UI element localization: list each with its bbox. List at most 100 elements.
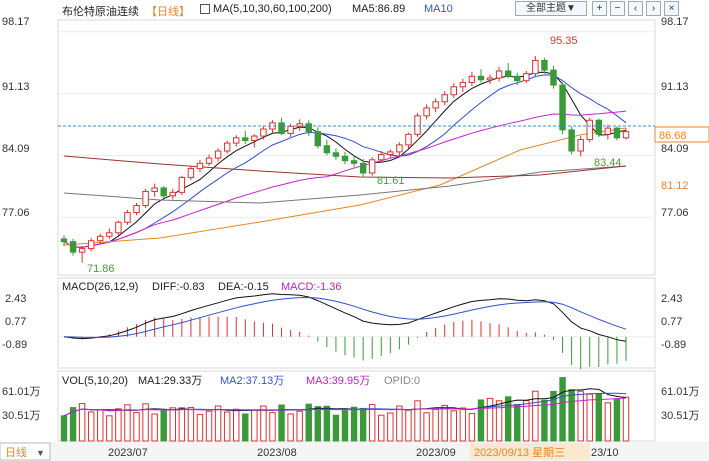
date-label: 2023/07 (108, 447, 148, 459)
volume-bar (305, 403, 312, 442)
candle-body (477, 75, 485, 81)
volume-bar (160, 410, 167, 442)
candle-body (432, 101, 439, 109)
volume-bar (196, 414, 204, 442)
date-label: 23/10 (591, 447, 619, 459)
macd-dea-line (63, 296, 627, 338)
macd-diff-value: DIFF:-0.83 (152, 281, 205, 293)
last-price-tag (654, 126, 709, 143)
period-select-label[interactable]: 日线 (5, 445, 27, 459)
date-label: 2023/08 (257, 447, 297, 459)
candle-body (550, 69, 557, 86)
arrow-left-icon[interactable]: ‹ (628, 1, 643, 16)
volume-bar (604, 402, 612, 442)
volume-bar (69, 407, 77, 442)
candle-body (423, 107, 430, 117)
volume-bar (87, 411, 95, 442)
candle-body (178, 176, 186, 193)
candle-body (160, 187, 167, 197)
volume-bar (613, 398, 621, 442)
candle-body (523, 73, 530, 82)
arrow-right-icon[interactable]: › (646, 1, 661, 16)
ma10-line (63, 74, 627, 248)
candle-body (97, 235, 104, 242)
candle-body (69, 241, 77, 253)
candle-body (532, 59, 539, 75)
volume-bar (60, 415, 68, 442)
volume-bar (341, 410, 349, 442)
macd-tick-right: 0.77 (661, 316, 682, 328)
volume-bar (532, 390, 539, 442)
y-tick-label-right: 98.17 (661, 16, 689, 28)
candle-body (233, 137, 240, 144)
y-tick-label-right: 77.06 (661, 207, 689, 219)
candle-body (142, 190, 149, 207)
volume-bar (151, 413, 158, 442)
candle-body (87, 240, 95, 250)
y-tick-label-left: 77.06 (2, 207, 30, 219)
volume-bar (223, 411, 231, 442)
candle-body (323, 145, 331, 154)
candle-body (568, 129, 575, 152)
volume-bar (468, 412, 476, 442)
candle-body (260, 128, 267, 137)
candle-body (459, 81, 467, 88)
volume-bar (142, 403, 149, 442)
volume-bar (350, 406, 358, 442)
volume-bar (78, 403, 86, 442)
volume-bar (477, 399, 485, 442)
candle-body (450, 86, 457, 96)
volume-bar (387, 412, 394, 442)
y-tick-label-left: 84.09 (2, 143, 30, 155)
candle-body (405, 133, 412, 146)
volume-bar (242, 413, 249, 442)
period-label: 【日线】 (146, 6, 190, 18)
volume-bar (269, 412, 276, 442)
candle-body (115, 221, 122, 234)
macd-tick-left: -0.89 (2, 339, 27, 351)
candle-body (559, 84, 566, 131)
vol-ma2-value: MA2:37.13万 (220, 375, 284, 387)
low-annotation: 81.61 (377, 175, 405, 187)
period-select-button[interactable] (0, 442, 51, 461)
volume-bar (251, 409, 258, 442)
candle-body (504, 70, 512, 77)
high-annotation: 95.35 (550, 35, 578, 47)
theme-select-button[interactable]: 全部主题▼ (515, 1, 587, 16)
volume-bar (233, 408, 240, 442)
ma100-line (63, 165, 627, 204)
volume-bar (378, 414, 385, 442)
volume-bar (504, 396, 512, 442)
volume-bar (314, 406, 322, 442)
vol-ma1-value: MA1:29.33万 (138, 375, 202, 387)
ma-settings-label[interactable]: MA(5,10,30,60,100,200) (213, 3, 332, 15)
volume-bar (595, 393, 603, 442)
candle-body (332, 152, 340, 157)
vol-tick-right: 61.01万 (661, 386, 700, 398)
ma10-value: MA10 (424, 3, 453, 15)
date-label: 2023/09 (416, 447, 456, 459)
candle-body (151, 187, 158, 192)
close-icon[interactable]: × (664, 1, 679, 16)
macd-tick-left: 2.43 (5, 293, 26, 305)
chart-header: 布伦特原油连续 【日线】 MA(5,10,30,60,100,200) MA5:… (0, 0, 709, 20)
candle-body (242, 137, 249, 141)
volume-bar (178, 407, 186, 442)
zoom-in-icon[interactable]: + (592, 1, 607, 16)
vol-ma3-value: MA3:39.95万 (306, 375, 370, 387)
candle-body (414, 115, 421, 135)
volume-bar (568, 389, 575, 442)
ma-toggle-icon[interactable] (200, 4, 210, 14)
volume-bar (622, 396, 630, 442)
y-tick-label-right: 84.09 (661, 143, 689, 155)
candle-body (514, 75, 521, 82)
vol-tick-left: 30.51万 (2, 410, 41, 422)
vol-tick-left: 61.01万 (2, 386, 41, 398)
volume-bar (359, 407, 367, 442)
y-tick-label-right: 91.13 (661, 81, 689, 93)
macd-panel-frame (57, 277, 656, 369)
candle-body (368, 159, 376, 174)
zoom-out-icon[interactable]: − (610, 1, 625, 16)
chevron-down-icon[interactable]: ▼ (36, 448, 45, 458)
